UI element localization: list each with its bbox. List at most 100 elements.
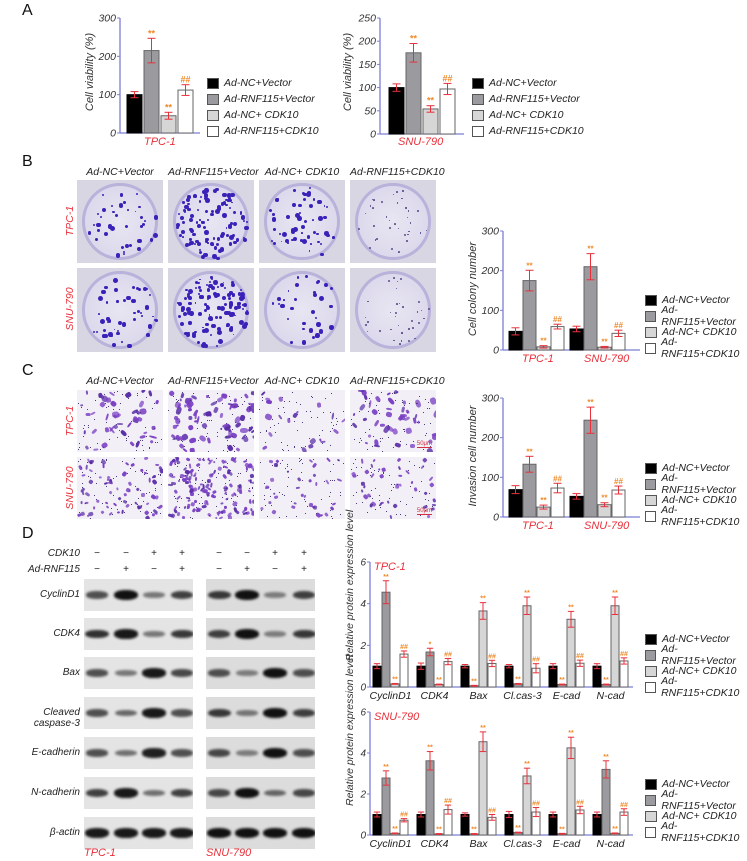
svg-text:##: ## bbox=[488, 653, 496, 660]
treatment-sign: + bbox=[179, 564, 185, 575]
svg-text:**: ** bbox=[471, 678, 477, 685]
svg-text:##: ## bbox=[553, 474, 562, 483]
b-col-head: Ad-NC+ CDK10 bbox=[264, 166, 340, 178]
svg-text:**: ** bbox=[392, 826, 398, 833]
legend-item: Ad-RNF115+CDK10 bbox=[645, 336, 747, 360]
c-col-head: Ad-RNF115+Vector bbox=[168, 375, 259, 387]
svg-text:##: ## bbox=[444, 798, 452, 805]
svg-text:Cl.cas-3: Cl.cas-3 bbox=[503, 690, 542, 702]
western-blot-strip bbox=[84, 817, 193, 849]
legend-item: Ad-NC+ CDK10 bbox=[207, 107, 319, 123]
invasion-image bbox=[77, 390, 163, 452]
panel-label-a: A bbox=[22, 2, 33, 19]
legend-item: Ad-NC+Vector bbox=[645, 292, 747, 308]
colony-plate-image bbox=[168, 180, 254, 263]
b-x-label-snu790: SNU-790 bbox=[584, 353, 630, 365]
svg-text:**: ** bbox=[603, 754, 609, 761]
western-blot-strip bbox=[206, 737, 315, 769]
legend-a-snu790: Ad-NC+Vector Ad-RNF115+Vector Ad-NC+ CDK… bbox=[472, 75, 584, 139]
svg-text:**: ** bbox=[568, 730, 574, 737]
legend-c: Ad-NC+Vector Ad-RNF115+Vector Ad-NC+ CDK… bbox=[645, 460, 747, 528]
chart-c-invasion: 0 100 200 300 ** ** ## ** ** ## bbox=[480, 393, 640, 524]
invasion-image bbox=[168, 390, 254, 452]
svg-text:**: ** bbox=[612, 590, 618, 597]
blot-label: CyclinD1 bbox=[39, 589, 80, 600]
svg-text:**: ** bbox=[568, 604, 574, 611]
svg-text:2: 2 bbox=[359, 641, 366, 652]
treatment-sign: − bbox=[151, 564, 157, 575]
legend-item: Ad-RNF115+CDK10 bbox=[645, 504, 747, 528]
svg-text:##: ## bbox=[442, 73, 452, 83]
svg-text:**: ** bbox=[383, 764, 389, 771]
svg-text:50: 50 bbox=[364, 105, 376, 117]
western-blot-strip bbox=[206, 618, 315, 650]
svg-text:##: ## bbox=[553, 315, 562, 324]
treatment-sign: + bbox=[244, 564, 250, 575]
svg-text:##: ## bbox=[488, 808, 496, 815]
svg-text:Cl.cas-3: Cl.cas-3 bbox=[503, 838, 542, 850]
chart-a-snu790: 0 50 100 150 200 250 ** ** ## bbox=[357, 13, 464, 141]
western-blot-strip bbox=[206, 777, 315, 809]
legend-item: Ad-RNF115+CDK10 bbox=[645, 675, 747, 699]
svg-text:150: 150 bbox=[358, 59, 376, 71]
svg-text:**: ** bbox=[540, 496, 547, 505]
blot-label: Bax bbox=[62, 667, 80, 678]
svg-text:250: 250 bbox=[357, 13, 376, 25]
legend-item: Ad-NC+Vector bbox=[645, 776, 747, 792]
d-blot-cell-line-tpc1: TPC-1 bbox=[84, 847, 116, 859]
d-snu790-chart-title: SNU-790 bbox=[374, 711, 420, 723]
b-col-head: Ad-RNF115+Vector bbox=[168, 166, 259, 178]
d-tpc1-chart-title: TPC-1 bbox=[374, 561, 406, 573]
invasion-image: 50μm bbox=[350, 457, 436, 519]
legend-item: Ad-RNF115+Vector bbox=[207, 91, 319, 107]
svg-text:**: ** bbox=[526, 447, 533, 456]
svg-text:0: 0 bbox=[493, 345, 499, 357]
svg-text:100: 100 bbox=[358, 82, 376, 94]
svg-text:**: ** bbox=[601, 494, 608, 503]
colony-plate-image bbox=[77, 180, 163, 263]
svg-text:300: 300 bbox=[481, 393, 499, 405]
svg-text:##: ## bbox=[532, 657, 540, 664]
legend-item: Ad-NC+ CDK10 bbox=[645, 492, 747, 508]
svg-text:6: 6 bbox=[360, 708, 366, 719]
invasion-image: 50μm bbox=[350, 390, 436, 452]
legend-item: Ad-NC+Vector bbox=[645, 631, 747, 647]
scale-bar: 50μm bbox=[416, 508, 432, 515]
colony-plate-image bbox=[259, 268, 345, 352]
blot-label: N-cadherin bbox=[31, 787, 80, 798]
treatment-sign: + bbox=[179, 548, 185, 559]
svg-text:Bax: Bax bbox=[469, 690, 488, 702]
svg-text:**: ** bbox=[601, 337, 608, 346]
svg-text:N-cad: N-cad bbox=[596, 690, 625, 702]
legend-item: Ad-NC+ CDK10 bbox=[645, 808, 747, 824]
treatment-sign: − bbox=[94, 564, 100, 575]
svg-text:**: ** bbox=[480, 596, 486, 603]
legend-item: Ad-NC+ CDK10 bbox=[645, 324, 747, 340]
d-treatment-label-cdk10: CDK10 bbox=[47, 548, 80, 559]
svg-text:0: 0 bbox=[493, 512, 499, 524]
svg-text:100: 100 bbox=[481, 472, 499, 484]
chart-a-tpc1: 0 100 200 300 ** ** ## bbox=[97, 13, 200, 140]
scale-bar: 50μm bbox=[416, 441, 432, 448]
svg-text:300: 300 bbox=[481, 226, 499, 238]
svg-text:##: ## bbox=[400, 644, 408, 651]
svg-text:100: 100 bbox=[481, 305, 499, 317]
svg-text:**: ** bbox=[165, 102, 173, 112]
legend-d-tpc1: Ad-NC+Vector Ad-RNF115+Vector Ad-NC+ CDK… bbox=[645, 631, 747, 699]
legend-item: Ad-NC+Vector bbox=[472, 75, 584, 91]
svg-text:**: ** bbox=[526, 261, 533, 270]
svg-text:##: ## bbox=[614, 321, 623, 330]
svg-text:200: 200 bbox=[357, 36, 376, 48]
svg-text:200: 200 bbox=[480, 432, 499, 444]
panel-label-c: C bbox=[22, 362, 34, 379]
c-x-label-snu790: SNU-790 bbox=[584, 520, 630, 532]
legend-item: Ad-RNF115+Vector bbox=[645, 472, 747, 496]
panel-label-b: B bbox=[22, 153, 33, 170]
legend-item: Ad-NC+Vector bbox=[207, 75, 319, 91]
b-col-head: Ad-NC+Vector bbox=[86, 166, 154, 178]
svg-text:##: ## bbox=[180, 75, 190, 85]
western-blot-strip bbox=[84, 657, 193, 689]
svg-text:2: 2 bbox=[359, 790, 366, 801]
svg-text:##: ## bbox=[620, 802, 628, 809]
